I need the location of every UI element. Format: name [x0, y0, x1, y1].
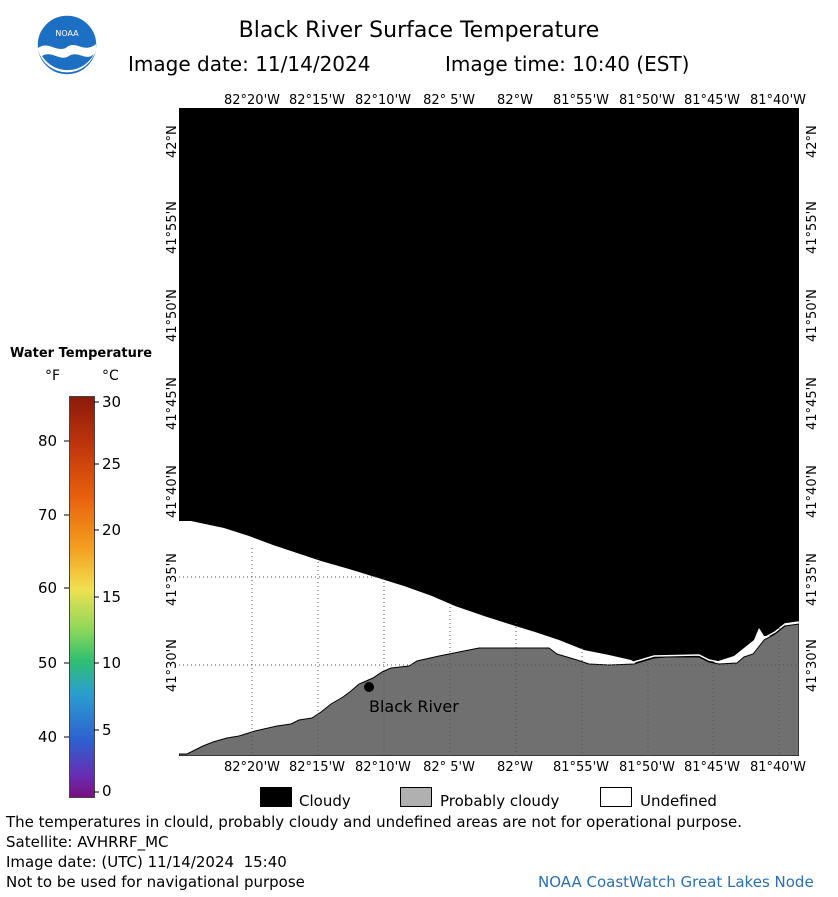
- lat-label-left: 41°30'N: [165, 639, 180, 692]
- f-tick: 70: [38, 506, 58, 524]
- undefined-swatch: [600, 787, 632, 807]
- lon-label-bottom: 81°45'W: [683, 760, 740, 775]
- map-panel: Black River: [178, 108, 800, 757]
- lon-label-top: 81°55'W: [552, 93, 609, 108]
- lon-label-bottom: 81°50'W: [618, 760, 675, 775]
- c-tick: 0: [102, 782, 112, 800]
- cloudy-region: [179, 108, 799, 665]
- disclaimer-text: The temperatures in clould, probably clo…: [6, 813, 743, 831]
- lon-label-top: 81°50'W: [618, 93, 675, 108]
- unit-fahrenheit: °F: [45, 368, 61, 384]
- lon-label-bottom: 82°10'W: [354, 760, 411, 775]
- black-river-marker: [364, 682, 374, 692]
- lon-label-top: 82°20'W: [223, 93, 280, 108]
- utc-date-text: Image date: (UTC) 11/14/2024 15:40: [6, 853, 287, 871]
- lon-label-bottom: 82°20'W: [223, 760, 280, 775]
- legend-title: Water Temperature: [10, 346, 153, 361]
- lon-label-top: 81°45'W: [683, 93, 740, 108]
- c-tick: 20: [102, 521, 122, 539]
- probably-cloudy-label: Probably cloudy: [440, 792, 560, 810]
- c-tick: 10: [102, 654, 122, 672]
- credit-text: NOAA CoastWatch Great Lakes Node: [538, 873, 814, 891]
- lon-label-bottom: 82°W: [497, 760, 533, 775]
- lon-label-top: 82°15'W: [288, 93, 345, 108]
- navigation-warning: Not to be used for navigational purpose: [6, 873, 305, 891]
- cloudy-swatch: [260, 787, 292, 807]
- unit-celsius: °C: [102, 368, 119, 384]
- color-bar-ticks: [64, 401, 99, 793]
- lon-label-top: 81°40'W: [749, 93, 806, 108]
- satellite-text: Satellite: AVHRRF_MC: [6, 833, 169, 851]
- image-time: Image time: 10:40 (EST): [445, 52, 690, 76]
- lon-label-top: 82°10'W: [354, 93, 411, 108]
- lat-label-right: 41°35'N: [805, 553, 820, 606]
- f-tick: 40: [38, 728, 58, 746]
- lon-label-bottom: 81°55'W: [552, 760, 609, 775]
- lat-label-left: 41°55'N: [165, 201, 180, 254]
- lat-label-left: 42°N: [165, 125, 180, 158]
- graticule: [179, 548, 799, 756]
- page-title: Black River Surface Temperature: [238, 18, 600, 43]
- c-tick: 25: [102, 455, 122, 473]
- location-label: Black River: [369, 697, 459, 716]
- lon-label-top: 82° 5'W: [423, 93, 475, 108]
- logo-text: NOAA: [55, 29, 79, 38]
- f-tick: 80: [38, 432, 58, 450]
- c-tick: 5: [102, 721, 112, 739]
- noaa-logo: NOAA: [36, 14, 98, 76]
- undefined-label: Undefined: [640, 792, 717, 810]
- c-tick: 15: [102, 588, 122, 606]
- lat-label-right: 42°N: [805, 125, 820, 158]
- lat-label-left: 41°40'N: [165, 465, 180, 518]
- lat-label-left: 41°35'N: [165, 553, 180, 606]
- f-tick: 50: [38, 654, 58, 672]
- f-tick: 60: [38, 579, 58, 597]
- lat-label-left: 41°45'N: [165, 377, 180, 430]
- lat-label-right: 41°50'N: [805, 289, 820, 342]
- probably-cloudy-region: [178, 623, 800, 757]
- cloudy-label: Cloudy: [299, 792, 351, 810]
- lon-label-bottom: 81°40'W: [749, 760, 806, 775]
- lat-label-right: 41°40'N: [805, 465, 820, 518]
- lon-label-bottom: 82° 5'W: [423, 760, 475, 775]
- probably-cloudy-swatch: [400, 787, 432, 807]
- lat-label-left: 41°50'N: [165, 289, 180, 342]
- lat-label-right: 41°30'N: [805, 639, 820, 692]
- c-tick: 30: [102, 393, 122, 411]
- lon-label-bottom: 82°15'W: [288, 760, 345, 775]
- lat-label-right: 41°55'N: [805, 201, 820, 254]
- image-date: Image date: 11/14/2024: [128, 52, 371, 76]
- lon-label-top: 82°W: [497, 93, 533, 108]
- lat-label-right: 41°45'N: [805, 377, 820, 430]
